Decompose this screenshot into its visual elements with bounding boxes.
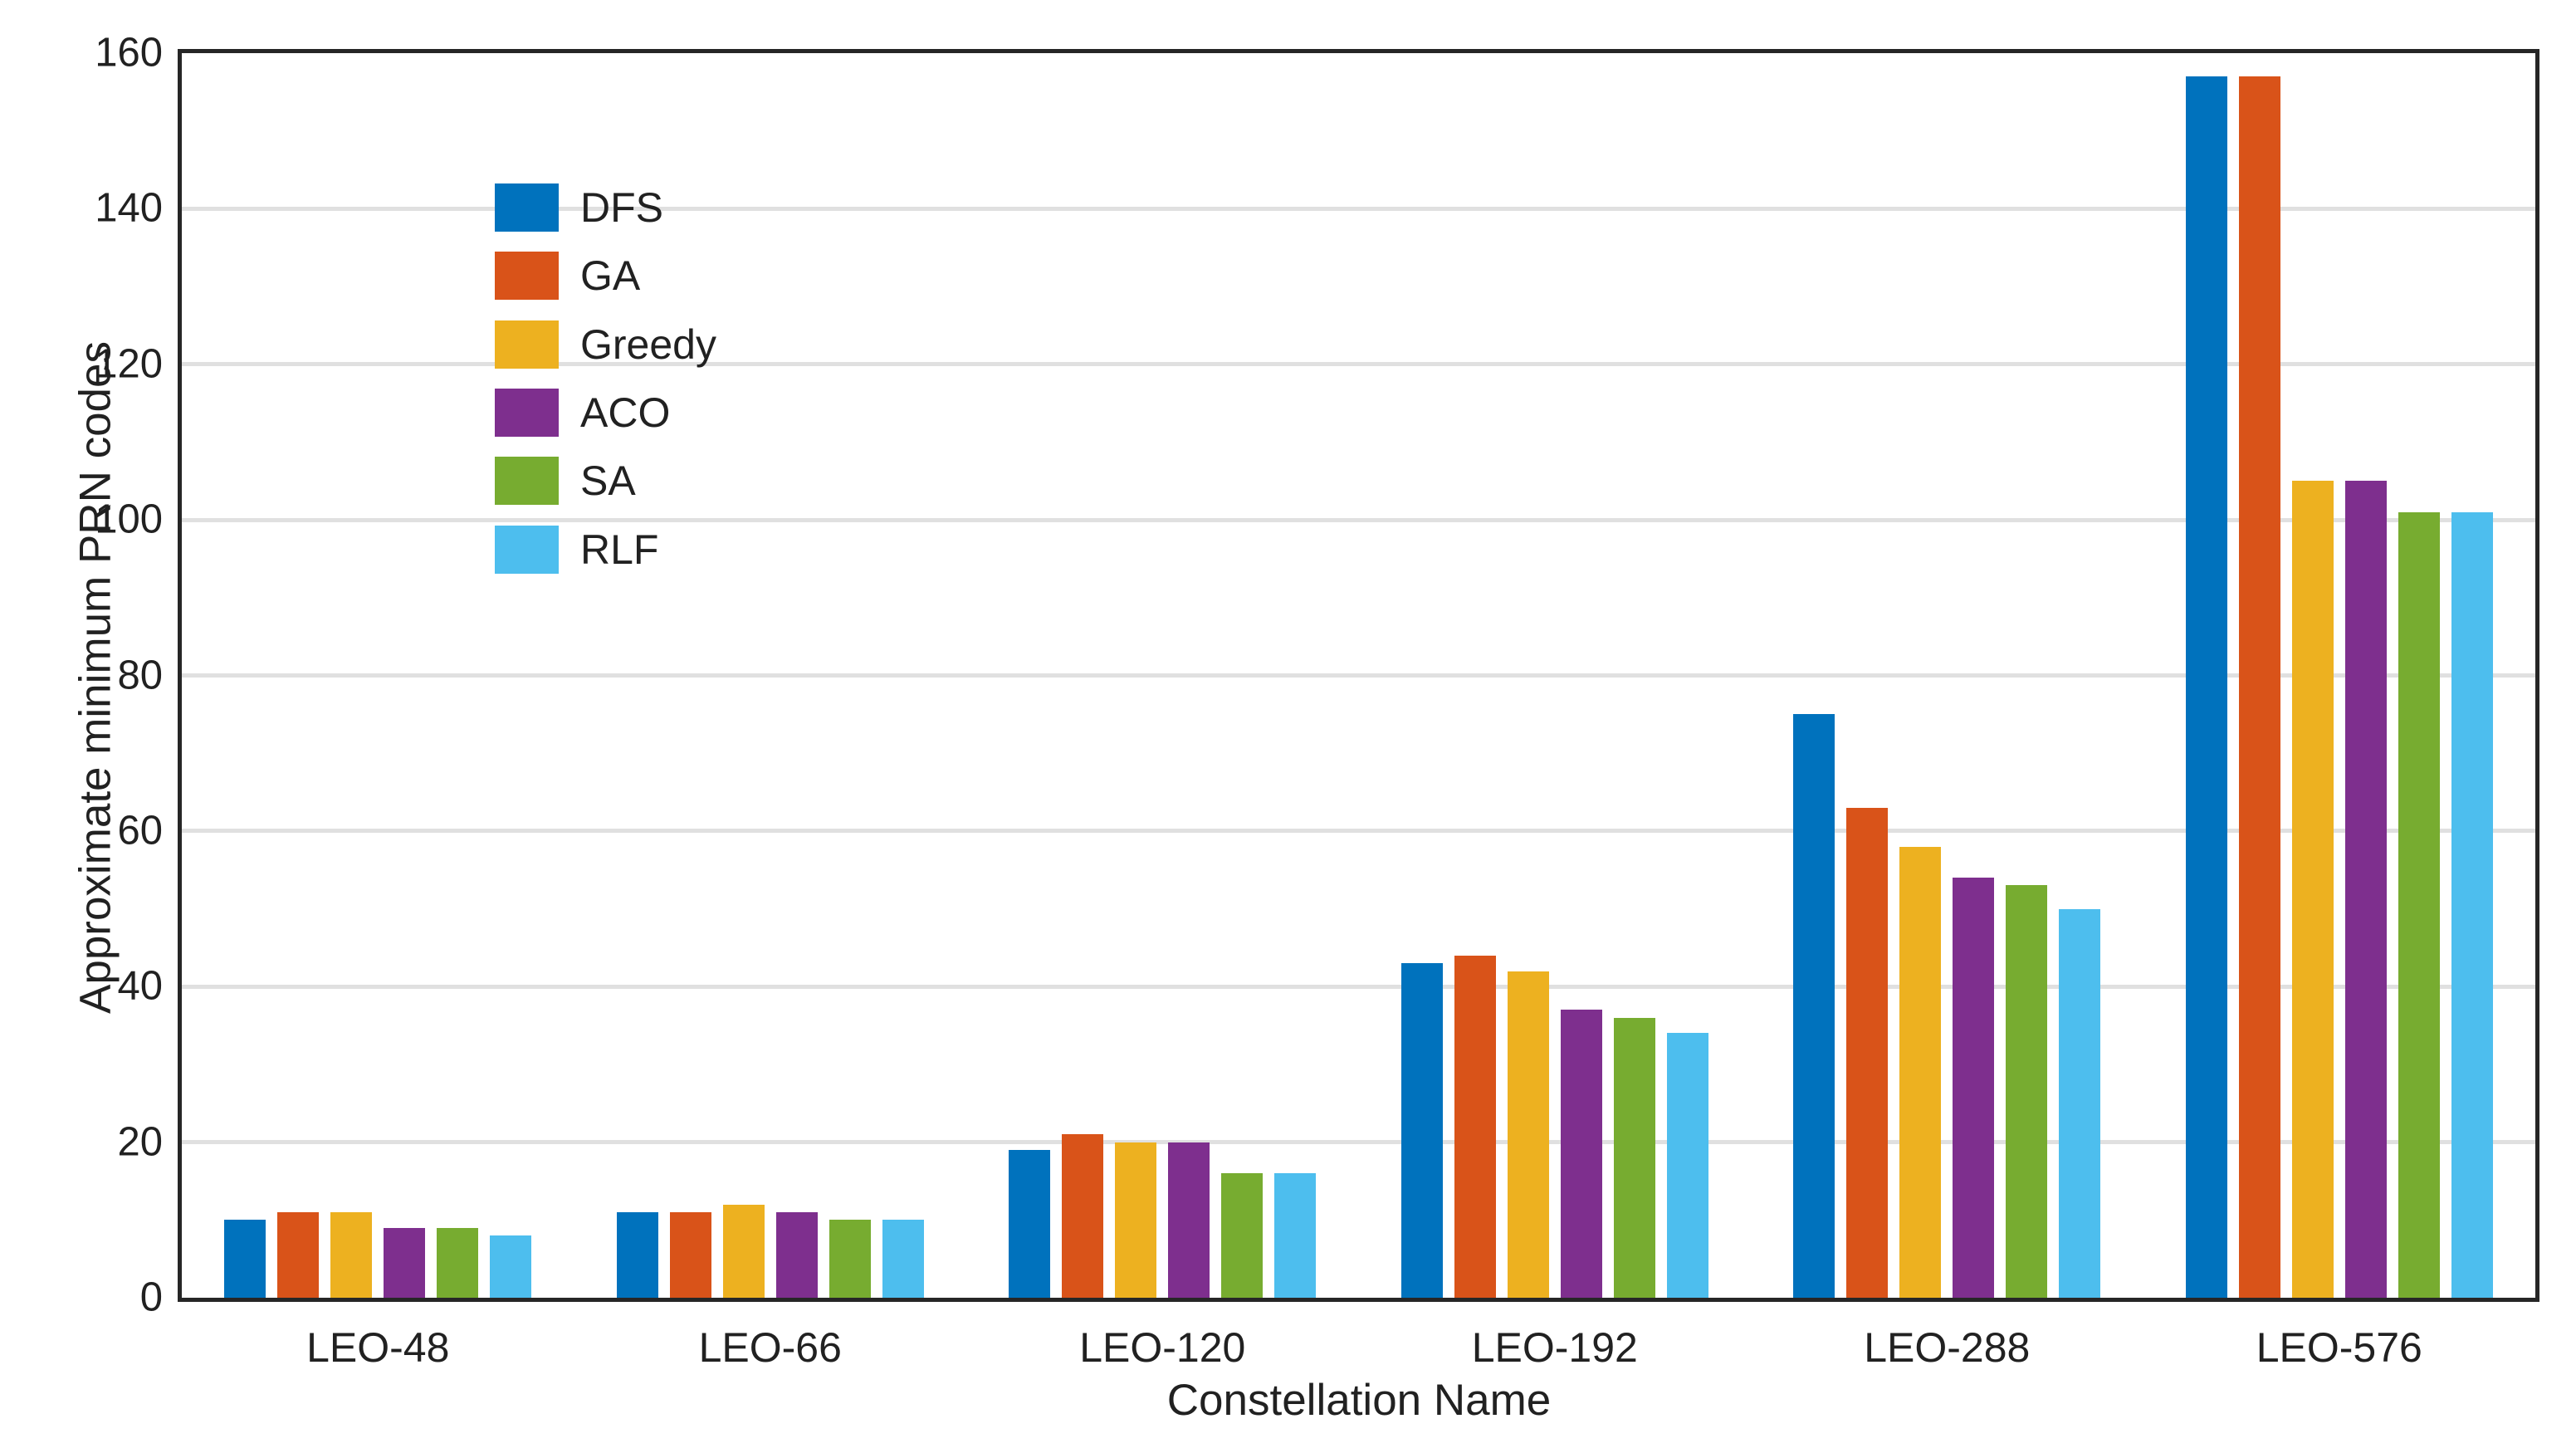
bar-ga-leo-288 <box>1846 807 1889 1298</box>
bar-dfs-leo-576 <box>2185 76 2227 1298</box>
legend-item-dfs: DFS <box>495 183 663 232</box>
y-tick-label-60: 60 <box>117 808 163 854</box>
legend-label-aco: ACO <box>580 389 671 436</box>
legend-item-aco: ACO <box>495 388 671 437</box>
x-tick-label-leo-192: LEO-192 <box>1471 1324 1638 1371</box>
bar-sa-leo-66 <box>829 1220 871 1298</box>
gridline-y-60 <box>182 829 2535 834</box>
bar-greedy-leo-288 <box>1899 846 1942 1298</box>
y-tick-label-100: 100 <box>95 497 163 542</box>
bar-rlf-leo-576 <box>2451 511 2493 1298</box>
bar-dfs-leo-192 <box>1400 963 1443 1298</box>
legend-label-greedy: Greedy <box>580 320 716 368</box>
bar-greedy-leo-66 <box>722 1204 765 1298</box>
x-tick-label-leo-66: LEO-66 <box>698 1324 842 1371</box>
bar-aco-leo-192 <box>1560 1010 1602 1298</box>
bar-rlf-leo-120 <box>1274 1173 1317 1298</box>
bar-ga-leo-192 <box>1454 955 1496 1298</box>
bar-sa-leo-288 <box>2006 885 2048 1298</box>
bar-sa-leo-48 <box>437 1227 479 1298</box>
gridline-y-100 <box>182 517 2535 522</box>
bar-dfs-leo-48 <box>224 1220 266 1298</box>
legend-swatch-sa <box>495 457 559 506</box>
legend-swatch-dfs <box>495 183 559 232</box>
bar-sa-leo-120 <box>1221 1173 1264 1298</box>
legend-label-rlf: RLF <box>580 526 659 573</box>
plot-area <box>178 49 2539 1302</box>
legend-item-rlf: RLF <box>495 525 659 574</box>
bar-ga-leo-66 <box>669 1211 711 1298</box>
y-tick-label-40: 40 <box>117 963 163 1009</box>
x-axis-title: Constellation Name <box>1166 1376 1552 1425</box>
legend-swatch-greedy <box>495 320 559 369</box>
bar-sa-leo-576 <box>2398 511 2440 1298</box>
bar-rlf-leo-288 <box>2059 908 2101 1298</box>
legend-item-greedy: Greedy <box>495 320 716 369</box>
legend-swatch-aco <box>495 388 559 437</box>
legend-swatch-ga <box>495 252 559 301</box>
bar-rlf-leo-66 <box>882 1220 924 1298</box>
gridline-y-120 <box>182 362 2535 367</box>
bar-ga-leo-576 <box>2238 76 2280 1298</box>
legend-swatch-rlf <box>495 525 559 574</box>
bar-aco-leo-576 <box>2344 481 2387 1298</box>
legend-label-ga: GA <box>580 252 641 300</box>
y-tick-label-120: 120 <box>95 341 163 387</box>
bar-ga-leo-120 <box>1062 1134 1104 1298</box>
legend-label-dfs: DFS <box>580 184 663 231</box>
y-tick-label-140: 140 <box>95 185 163 231</box>
bar-aco-leo-66 <box>775 1211 818 1298</box>
legend-item-ga: GA <box>495 252 641 301</box>
bar-aco-leo-288 <box>1953 878 1995 1298</box>
legend-label-sa: SA <box>580 457 636 505</box>
bar-sa-leo-192 <box>1613 1017 1655 1298</box>
y-tick-label-160: 160 <box>95 30 163 76</box>
bar-greedy-leo-192 <box>1507 971 1549 1298</box>
bar-dfs-leo-288 <box>1793 714 1835 1298</box>
x-tick-label-leo-288: LEO-288 <box>1864 1324 2031 1371</box>
bar-ga-leo-48 <box>277 1211 320 1298</box>
bar-greedy-leo-48 <box>330 1211 373 1298</box>
y-tick-label-0: 0 <box>139 1274 163 1320</box>
gridline-y-20 <box>182 1140 2535 1145</box>
gridline-y-140 <box>182 206 2535 211</box>
x-tick-label-leo-48: LEO-48 <box>306 1324 450 1371</box>
y-tick-label-80: 80 <box>117 653 163 697</box>
bar-greedy-leo-120 <box>1115 1142 1157 1298</box>
gridline-y-40 <box>182 984 2535 989</box>
bar-greedy-leo-576 <box>2291 481 2334 1298</box>
bar-dfs-leo-66 <box>616 1211 658 1298</box>
bar-aco-leo-120 <box>1168 1142 1210 1298</box>
x-tick-label-leo-576: LEO-576 <box>2256 1324 2422 1371</box>
x-tick-label-leo-120: LEO-120 <box>1079 1324 1246 1371</box>
bar-dfs-leo-120 <box>1009 1149 1051 1298</box>
bar-rlf-leo-192 <box>1666 1033 1708 1298</box>
bar-aco-leo-48 <box>384 1227 426 1298</box>
y-tick-label-20: 20 <box>117 1119 163 1165</box>
bar-rlf-leo-48 <box>490 1235 532 1298</box>
legend-item-sa: SA <box>495 457 636 506</box>
gridline-y-80 <box>182 673 2535 678</box>
